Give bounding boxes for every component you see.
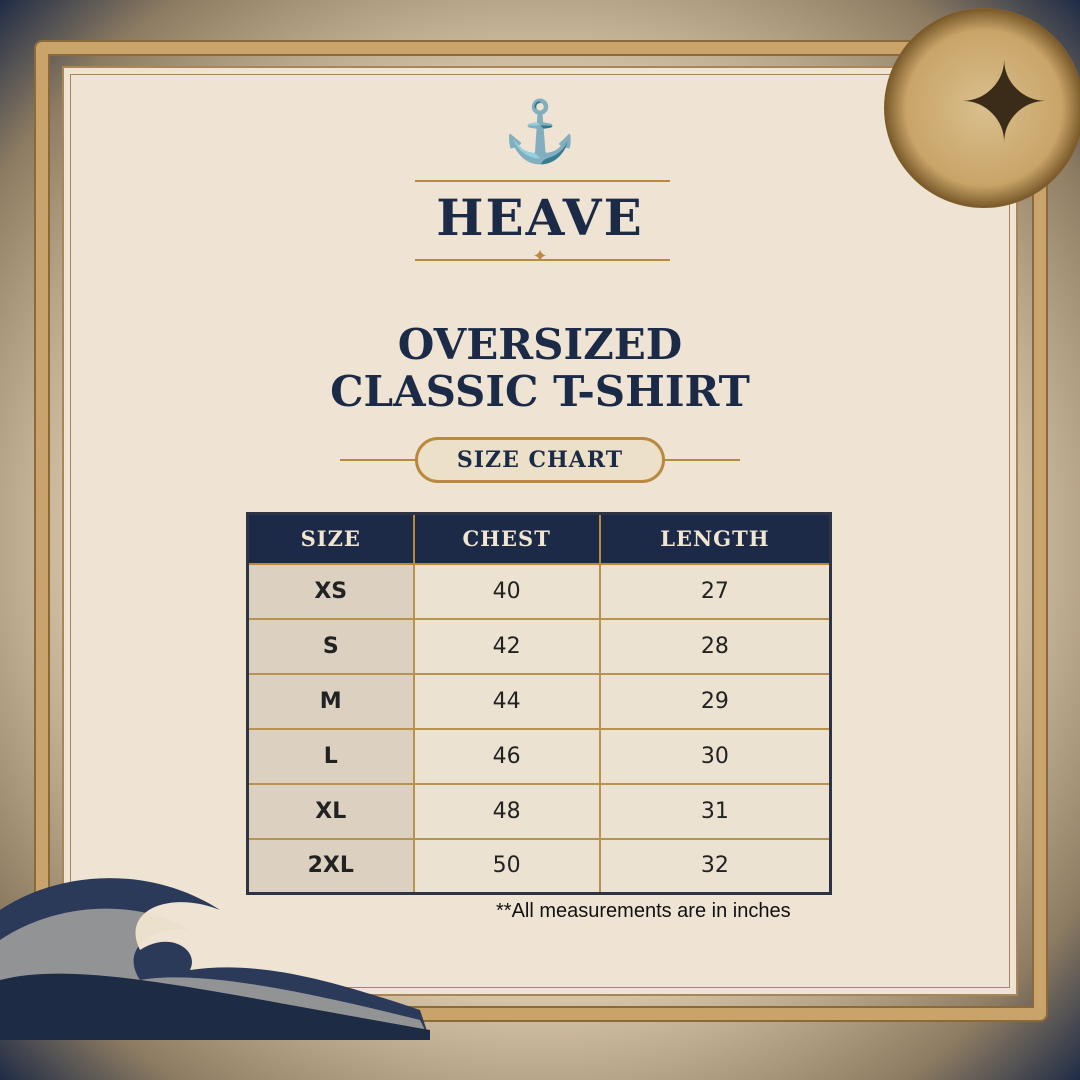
star-icon: ✦ [532, 246, 548, 267]
divider [340, 459, 415, 461]
divider [415, 259, 670, 261]
divider [665, 459, 740, 461]
cell-length: 28 [598, 617, 832, 675]
size-chart-badge: SIZE CHART [415, 437, 665, 483]
table-row: M 44 29 [246, 672, 832, 730]
table-row: L 46 30 [246, 727, 832, 785]
inner-border [70, 74, 1010, 988]
product-title-line2: CLASSIC T-SHIRT [330, 367, 750, 416]
cell-size: 2XL [246, 837, 415, 895]
cell-chest: 42 [412, 617, 601, 675]
compass-rose-icon: ✦ [958, 39, 1051, 167]
cell-chest: 40 [412, 562, 601, 620]
cell-chest: 50 [412, 837, 601, 895]
cell-size: XS [246, 562, 415, 620]
cell-size: S [246, 617, 415, 675]
cell-length: 29 [598, 672, 832, 730]
table-row: S 42 28 [246, 617, 832, 675]
size-table: SIZE CHEST LENGTH XS 40 27 S 42 28 M 44 29 L 46 30 X… [246, 512, 832, 895]
cell-length: 30 [598, 727, 832, 785]
header-chest: CHEST [412, 512, 601, 565]
cell-chest: 44 [412, 672, 601, 730]
table-row: XL 48 31 [246, 782, 832, 840]
cell-length: 31 [598, 782, 832, 840]
table-row: 2XL 50 32 [246, 837, 832, 895]
waves-icon [0, 878, 430, 1040]
brand-logo: HEAVE [436, 188, 644, 247]
cell-chest: 48 [412, 782, 601, 840]
cell-size: M [246, 672, 415, 730]
cell-chest: 46 [412, 727, 601, 785]
table-row: XS 40 27 [246, 562, 832, 620]
header-length: LENGTH [598, 512, 832, 565]
header-size: SIZE [246, 512, 415, 565]
cell-size: XL [246, 782, 415, 840]
table-header: SIZE CHEST LENGTH [246, 512, 832, 565]
product-title-line1: OVERSIZED [397, 320, 683, 369]
measurement-note: **All measurements are in inches [496, 900, 791, 922]
cell-length: 32 [598, 837, 832, 895]
divider [415, 180, 670, 182]
cell-size: L [246, 727, 415, 785]
anchor-icon: ⚓ [502, 97, 578, 167]
cell-length: 27 [598, 562, 832, 620]
compass-icon [884, 8, 1080, 208]
